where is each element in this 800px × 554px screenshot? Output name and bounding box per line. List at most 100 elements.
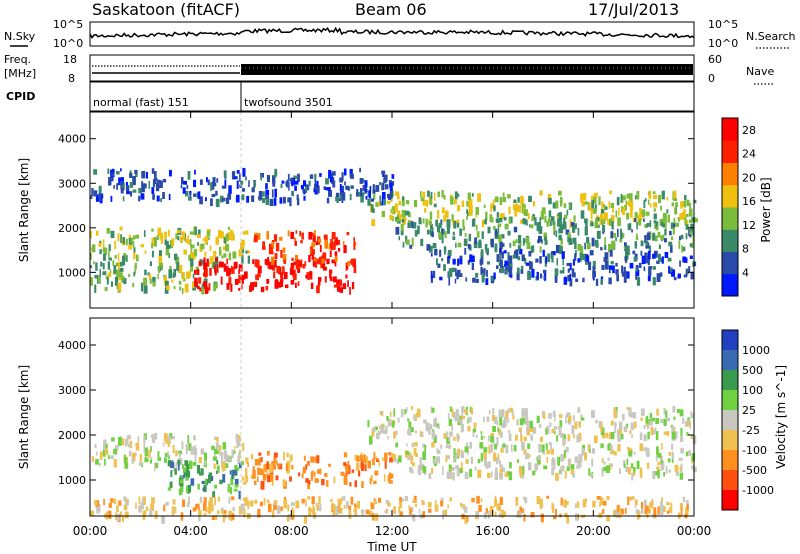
echo-cell bbox=[679, 409, 684, 417]
echo-cell bbox=[360, 188, 363, 197]
echo-cell bbox=[339, 177, 343, 183]
echo-cell bbox=[305, 275, 308, 279]
echo-cell bbox=[527, 271, 531, 280]
echo-cell bbox=[260, 286, 265, 293]
colorbar-tick-label: 500 bbox=[742, 364, 763, 377]
echo-cell bbox=[543, 269, 547, 274]
echo-cell bbox=[688, 208, 693, 217]
echo-cell bbox=[421, 501, 425, 505]
echo-cell bbox=[144, 250, 147, 254]
echo-cell bbox=[570, 222, 575, 227]
echo-cell bbox=[538, 443, 541, 453]
echo-cell bbox=[133, 247, 136, 253]
echo-cell bbox=[577, 244, 582, 251]
echo-cell bbox=[458, 467, 463, 474]
echo-cell bbox=[463, 238, 468, 247]
echo-cell bbox=[239, 173, 241, 182]
echo-cell bbox=[539, 256, 542, 264]
echo-cell bbox=[466, 515, 469, 522]
echo-cell bbox=[563, 449, 566, 459]
echo-cell bbox=[453, 448, 456, 456]
echo-cell bbox=[211, 193, 216, 197]
echo-cell bbox=[493, 199, 495, 208]
echo-cell bbox=[578, 454, 583, 462]
echo-cell bbox=[204, 452, 207, 462]
echo-cell bbox=[107, 272, 111, 278]
echo-cell bbox=[623, 460, 626, 467]
echo-cell bbox=[576, 434, 580, 443]
echo-cell bbox=[103, 498, 105, 506]
echo-cell bbox=[432, 270, 436, 278]
echo-cell bbox=[312, 258, 317, 267]
echo-cell bbox=[513, 226, 518, 233]
echo-cell bbox=[595, 217, 598, 226]
echo-cell bbox=[280, 272, 283, 279]
echo-cell bbox=[544, 232, 547, 241]
echo-cell bbox=[333, 284, 338, 288]
nsky-label: N.Sky bbox=[4, 30, 36, 43]
echo-cell bbox=[584, 242, 586, 250]
echo-cell bbox=[389, 182, 393, 192]
echo-cell bbox=[491, 414, 495, 421]
echo-cell bbox=[399, 497, 402, 505]
echo-cell bbox=[600, 422, 603, 432]
echo-cell bbox=[540, 436, 543, 443]
echo-cell bbox=[115, 171, 120, 175]
echo-cell bbox=[602, 509, 605, 514]
echo-cell bbox=[589, 250, 594, 256]
echo-cell bbox=[385, 425, 388, 434]
echo-cell bbox=[561, 465, 565, 472]
echo-cell bbox=[499, 213, 503, 219]
echo-cell bbox=[600, 427, 605, 435]
echo-cell bbox=[391, 181, 395, 186]
echo-cell bbox=[488, 445, 491, 454]
echo-cell bbox=[528, 462, 531, 466]
echo-cell bbox=[329, 270, 333, 274]
echo-cell bbox=[262, 474, 267, 481]
echo-cell bbox=[433, 418, 437, 427]
echo-cell bbox=[489, 505, 494, 515]
echo-cell bbox=[633, 467, 636, 475]
echo-cell bbox=[173, 285, 176, 290]
echo-cell bbox=[370, 503, 375, 509]
echo-cell bbox=[548, 197, 552, 205]
echo-cell bbox=[279, 236, 283, 241]
echo-cell bbox=[557, 218, 561, 226]
echo-cell bbox=[675, 222, 679, 227]
echo-cell bbox=[448, 268, 453, 277]
echo-cell bbox=[566, 515, 570, 524]
echo-cell bbox=[511, 410, 514, 416]
echo-cell bbox=[620, 232, 623, 240]
echo-cell bbox=[619, 421, 623, 430]
echo-cell bbox=[622, 206, 626, 210]
echo-cell bbox=[151, 434, 156, 443]
echo-cell bbox=[663, 431, 668, 435]
echo-cell bbox=[613, 509, 617, 517]
echo-cell bbox=[648, 190, 652, 199]
echo-cell bbox=[400, 408, 404, 418]
echo-cell bbox=[666, 431, 670, 437]
echo-cell bbox=[286, 460, 291, 470]
echo-cell bbox=[307, 480, 310, 490]
echo-cell bbox=[268, 503, 272, 513]
echo-cell bbox=[157, 451, 160, 458]
echo-cell bbox=[518, 465, 522, 474]
echo-cell bbox=[342, 496, 346, 501]
echo-cell bbox=[527, 430, 530, 436]
echo-cell bbox=[157, 457, 162, 461]
echo-cell bbox=[552, 251, 556, 256]
echo-cell bbox=[626, 193, 631, 199]
echo-cell bbox=[349, 168, 353, 177]
echo-cell bbox=[504, 223, 509, 230]
echo-cell bbox=[115, 263, 119, 267]
echo-cell bbox=[151, 187, 155, 194]
echo-cell bbox=[154, 510, 158, 520]
echo-cell bbox=[120, 187, 124, 194]
echo-cell bbox=[668, 266, 670, 274]
echo-cell bbox=[236, 170, 240, 174]
echo-cell bbox=[350, 496, 354, 505]
echo-cell bbox=[190, 258, 194, 267]
echo-cell bbox=[556, 258, 558, 266]
echo-cell bbox=[582, 277, 585, 283]
echo-cell bbox=[226, 270, 230, 277]
